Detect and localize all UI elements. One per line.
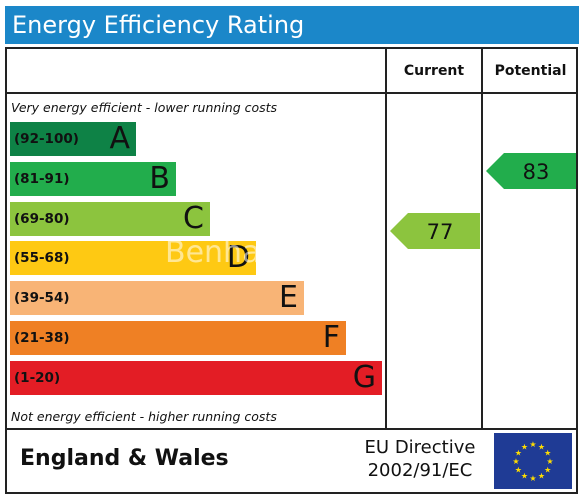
band-g: (1-20) G bbox=[10, 359, 382, 395]
eu-star-icon: ★ bbox=[521, 472, 528, 481]
band-letter: D bbox=[226, 240, 250, 276]
potential-rating-arrow: 83 bbox=[486, 152, 576, 189]
band-d: (55-68) D bbox=[10, 240, 256, 276]
potential-rating-arrow-shape bbox=[486, 152, 576, 189]
eu-flag-icon: ★ ★★★★★★★★★★★ bbox=[494, 433, 572, 489]
band-letter: B bbox=[149, 160, 170, 196]
band-letter: E bbox=[279, 280, 298, 316]
band-letter: C bbox=[183, 200, 204, 236]
current-rating-arrow: 77 bbox=[390, 212, 480, 249]
band-range-label: (55-68) bbox=[14, 250, 70, 267]
eu-star-icon: ★ bbox=[538, 442, 545, 451]
current-rating-value: 77 bbox=[427, 220, 454, 244]
eu-star-icon: ★ bbox=[529, 474, 536, 483]
top-note: Very energy efficient - lower running co… bbox=[11, 100, 278, 115]
eu-directive: EU Directive 2002/91/EC bbox=[350, 436, 490, 482]
eu-star-icon: ★ bbox=[515, 449, 522, 458]
band-range-label: (21-38) bbox=[14, 330, 70, 346]
eu-directive-line2: 2002/91/EC bbox=[367, 460, 473, 481]
band-range-label: (92-100) bbox=[14, 131, 79, 147]
watermark-text: Benha bbox=[165, 235, 261, 270]
band-letter: F bbox=[322, 320, 340, 355]
band-f: (21-38) F bbox=[10, 320, 346, 355]
current-column-divider bbox=[385, 47, 387, 430]
bottom-note: Not energy efficient - higher running co… bbox=[11, 409, 277, 424]
eu-directive-line1: EU Directive bbox=[364, 437, 476, 458]
eu-star-icon: ★ bbox=[515, 466, 522, 475]
chart-title: Energy Efficiency Rating bbox=[5, 6, 579, 44]
band-e: (39-54) E bbox=[10, 280, 304, 316]
eu-star-icon: ★ bbox=[544, 466, 551, 475]
band-b: (81-91) B bbox=[10, 160, 176, 196]
potential-column-header: Potential bbox=[494, 63, 567, 79]
band-c: (69-80) C bbox=[10, 200, 210, 236]
current-column-header: Current bbox=[403, 63, 465, 79]
band-range-label: (39-54) bbox=[14, 290, 70, 307]
band-letter: A bbox=[109, 121, 130, 156]
current-rating-arrow-shape bbox=[390, 212, 480, 249]
eu-star-icon: ★ bbox=[521, 442, 528, 451]
band-range-label: (81-91) bbox=[14, 170, 70, 187]
eu-star-icon: ★ bbox=[544, 449, 551, 458]
band-a: (92-100) A bbox=[10, 121, 136, 156]
eu-star-icon: ★ bbox=[546, 457, 553, 466]
band-range-label: (1-20) bbox=[14, 369, 61, 386]
eu-star-icon: ★ bbox=[512, 457, 519, 466]
header-divider bbox=[5, 92, 578, 94]
rating-frame bbox=[5, 47, 578, 494]
region-label: England & Wales bbox=[20, 446, 229, 471]
potential-rating-value: 83 bbox=[523, 160, 550, 184]
band-letter: G bbox=[352, 359, 376, 395]
potential-column-divider bbox=[481, 47, 483, 430]
eu-star-icon: ★ bbox=[538, 472, 545, 481]
band-range-label: (69-80) bbox=[14, 210, 70, 227]
footer-divider bbox=[5, 428, 578, 430]
eu-star-icon: ★ bbox=[529, 440, 536, 449]
